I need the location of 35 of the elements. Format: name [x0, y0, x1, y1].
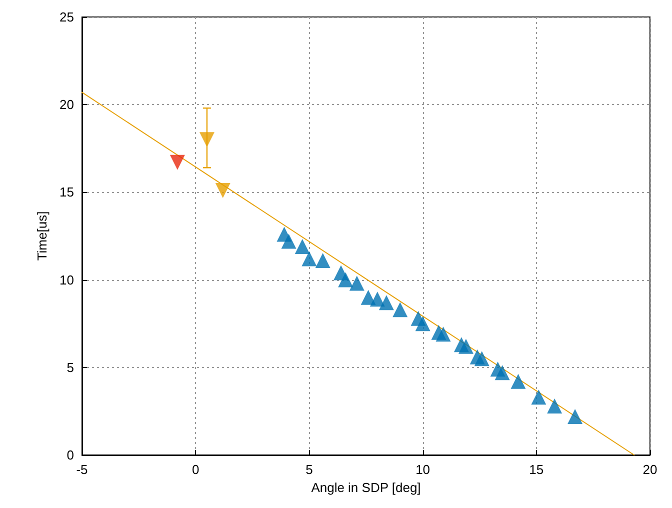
- point: [494, 365, 510, 380]
- y-tick-label: 10: [60, 272, 74, 288]
- point: [547, 398, 562, 414]
- point: [294, 239, 310, 254]
- point: [392, 302, 408, 318]
- x-tick-label: 15: [529, 462, 544, 477]
- x-tick-label: 0: [192, 462, 200, 477]
- x-tick-label: 20: [642, 462, 658, 477]
- point: [370, 292, 385, 307]
- x-tick-label: 5: [306, 462, 313, 477]
- y-tick-label: 5: [66, 360, 74, 375]
- point: [415, 316, 430, 332]
- point: [215, 182, 230, 198]
- y-tick-label: 25: [60, 10, 74, 24]
- point: [568, 408, 583, 424]
- x-tick-label: 10: [416, 462, 430, 477]
- point: [338, 272, 354, 288]
- point: [474, 351, 490, 366]
- point: [458, 338, 474, 354]
- y-tick-label: 0: [66, 448, 74, 462]
- point: [281, 234, 296, 249]
- point: [315, 253, 330, 268]
- x-axis-title: Angle in SDP [deg]: [311, 480, 421, 495]
- point: [199, 132, 214, 148]
- y-tick-label: 20: [60, 97, 74, 112]
- point: [170, 154, 185, 170]
- point: [378, 295, 394, 310]
- point: [302, 251, 317, 266]
- y-axis-title: Time[us]: [34, 211, 50, 261]
- y-tick-label: 15: [60, 184, 74, 200]
- x-tick-label: -5: [76, 462, 88, 477]
- point: [436, 326, 451, 342]
- point: [510, 374, 526, 389]
- point: [349, 276, 364, 291]
- point: [531, 390, 546, 405]
